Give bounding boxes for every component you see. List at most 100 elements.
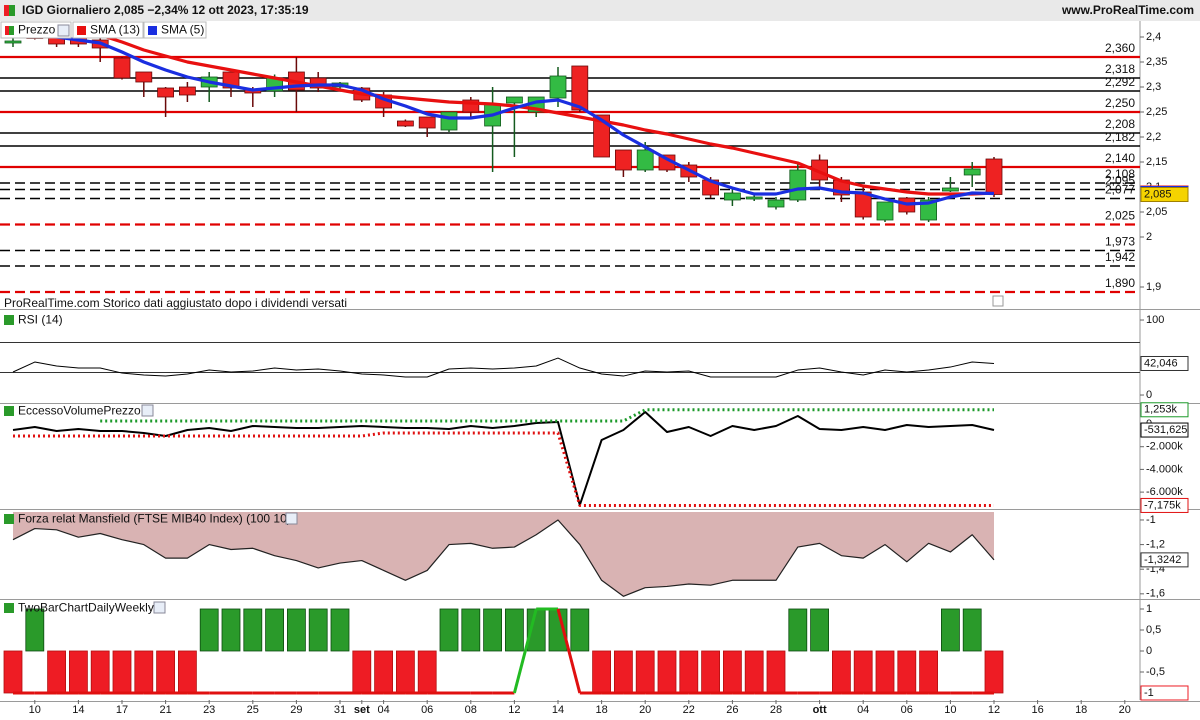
legend-item: SMA (13) xyxy=(90,23,140,37)
evp-line xyxy=(13,431,994,507)
wrench-icon[interactable] xyxy=(141,404,154,417)
legend-item: Prezzo xyxy=(18,23,56,37)
wrench-icon[interactable] xyxy=(285,512,298,525)
legend-icon xyxy=(5,26,14,35)
two-bar xyxy=(853,650,873,694)
legend-box[interactable] xyxy=(0,21,72,39)
two-bar xyxy=(504,608,524,652)
candle-body xyxy=(571,65,589,111)
x-tick-label: 10 xyxy=(944,704,956,716)
two-bar xyxy=(919,650,938,694)
level-label: 2,292 xyxy=(1105,75,1135,89)
two-bar xyxy=(134,650,154,694)
header-site[interactable]: www.ProRealTime.com xyxy=(1061,3,1194,17)
legend-swatch xyxy=(77,26,86,35)
header-price: 2,085 xyxy=(114,3,144,17)
level-label: 2,182 xyxy=(1105,130,1135,144)
two-bar xyxy=(352,650,372,694)
two-bar xyxy=(417,650,437,694)
x-tick-label: ott xyxy=(813,704,827,716)
panel-titles: RSI (14) EccessoVolumePrezzo Forza relat… xyxy=(4,313,298,615)
two-bar xyxy=(570,608,590,652)
x-tick-label: 14 xyxy=(72,704,84,716)
panel-icon xyxy=(4,315,14,325)
wrench-icon[interactable] xyxy=(153,601,166,614)
candle-body xyxy=(396,120,414,127)
y-tick-label: -2.000k xyxy=(1146,441,1183,453)
two-bar xyxy=(941,608,960,652)
last-value-box xyxy=(1140,685,1189,701)
level-label: 2,360 xyxy=(1105,41,1135,55)
last-value-label: -1,3242 xyxy=(1144,554,1181,566)
two-bar xyxy=(766,650,786,694)
y-tick-label: 2,4 xyxy=(1146,31,1161,43)
panel-title: Forza relat Mansfield (FTSE MIB40 Index)… xyxy=(18,512,291,526)
header-datetime: 12 ott 2023, 17:35:19 xyxy=(192,3,309,17)
last-value-label: -7,175k xyxy=(1144,499,1181,511)
two-bar xyxy=(788,608,808,652)
mansfield-line xyxy=(12,519,995,597)
evp-line xyxy=(12,411,995,507)
two-bar xyxy=(897,650,917,694)
y-tick-label: 1,9 xyxy=(1146,281,1161,293)
x-tick-label: 26 xyxy=(726,704,738,716)
y-tick-label: -4.000k xyxy=(1146,463,1183,475)
last-value-box xyxy=(1140,497,1189,513)
x-tick-label: 18 xyxy=(595,704,607,716)
panel-title: EccessoVolumePrezzo xyxy=(18,404,141,418)
legend-swatch xyxy=(148,26,157,35)
y-tick-label: 2,3 xyxy=(1146,81,1161,93)
wrench-icon[interactable] xyxy=(57,24,70,37)
y-tick-label: 0 xyxy=(1146,389,1152,401)
y-tick-label: 100 xyxy=(1146,314,1164,326)
panel-icon xyxy=(4,514,14,524)
candle-body xyxy=(549,75,567,99)
legend-box[interactable] xyxy=(143,21,207,39)
two-bar xyxy=(984,650,1004,694)
x-tick-label: 12 xyxy=(988,704,1000,716)
candle-body xyxy=(593,114,610,158)
level-label: 2,140 xyxy=(1105,151,1135,165)
two-bar xyxy=(69,650,88,694)
candle-body xyxy=(113,57,131,79)
x-tick-label: 29 xyxy=(290,704,302,716)
x-tick-label: 06 xyxy=(421,704,433,716)
x-tick-label: 25 xyxy=(247,704,259,716)
panel-icon xyxy=(4,406,14,416)
legend: Prezzo SMA (13) SMA (5) xyxy=(0,21,207,39)
x-tick-label: 21 xyxy=(159,704,171,716)
candle-body xyxy=(745,196,763,200)
y-tick-label: 2,35 xyxy=(1146,56,1167,68)
two-bar xyxy=(810,608,829,652)
panel-title: RSI (14) xyxy=(18,313,63,327)
two-bar xyxy=(286,608,306,652)
two-bar-line xyxy=(556,608,582,694)
header-change: −2,34% xyxy=(147,3,188,17)
rsi-line xyxy=(12,357,995,378)
candle-body xyxy=(876,201,894,221)
evp-line xyxy=(100,408,994,423)
y-tick-label: 1 xyxy=(1146,603,1152,615)
y-tick-label: 2 xyxy=(1146,231,1152,243)
level-label: 2,250 xyxy=(1105,96,1135,110)
two-bar xyxy=(875,650,895,694)
info-icon[interactable] xyxy=(992,295,1004,307)
y-tick-label: 2,2 xyxy=(1146,131,1161,143)
x-tick-label: 18 xyxy=(1075,704,1087,716)
level-label: 2,318 xyxy=(1105,62,1135,76)
last-value-box xyxy=(1140,402,1189,418)
data-note: ProRealTime.com Storico dati aggiustato … xyxy=(4,296,347,310)
sma-line xyxy=(77,25,995,196)
two-bar xyxy=(723,650,742,694)
header-title: IGD Giornaliero xyxy=(22,3,111,17)
two-bar xyxy=(177,650,197,694)
last-value-box xyxy=(1140,552,1189,568)
two-bar xyxy=(701,650,720,694)
header-bar xyxy=(0,0,1200,21)
two-bar xyxy=(483,608,503,652)
x-tick-label: 04 xyxy=(857,704,869,716)
legend-box[interactable] xyxy=(72,21,144,39)
two-bar xyxy=(221,608,241,652)
